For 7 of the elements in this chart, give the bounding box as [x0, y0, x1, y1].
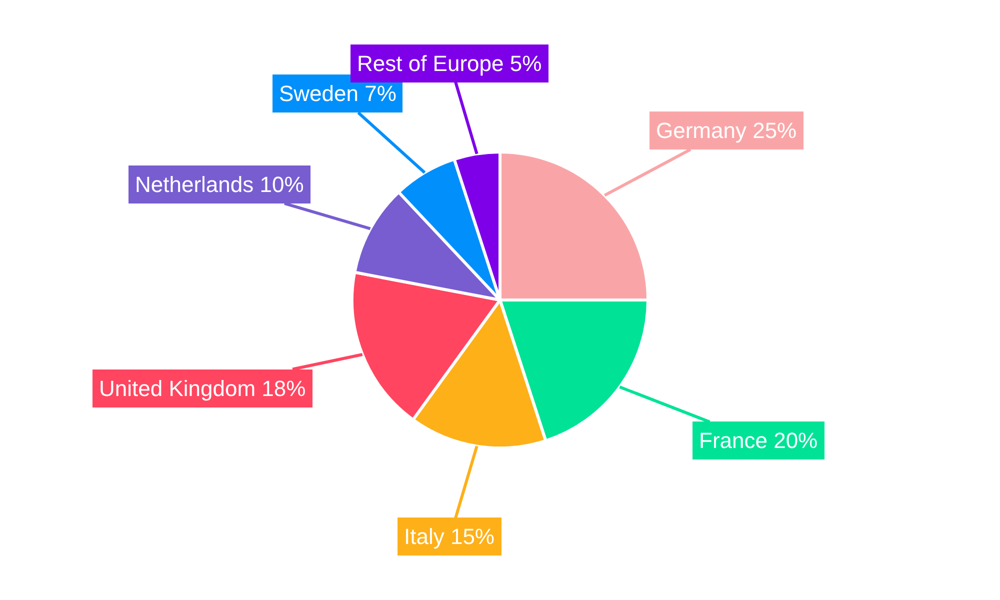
- slice-label: Netherlands 10%: [135, 172, 304, 197]
- slice-label: Italy 15%: [404, 524, 494, 549]
- slice-label: Germany 25%: [656, 118, 797, 143]
- slice-label: Sweden 7%: [279, 81, 396, 106]
- slice-label: United Kingdom 18%: [99, 376, 306, 401]
- slice-label: France 20%: [699, 428, 818, 453]
- slice-label: Rest of Europe 5%: [357, 51, 542, 76]
